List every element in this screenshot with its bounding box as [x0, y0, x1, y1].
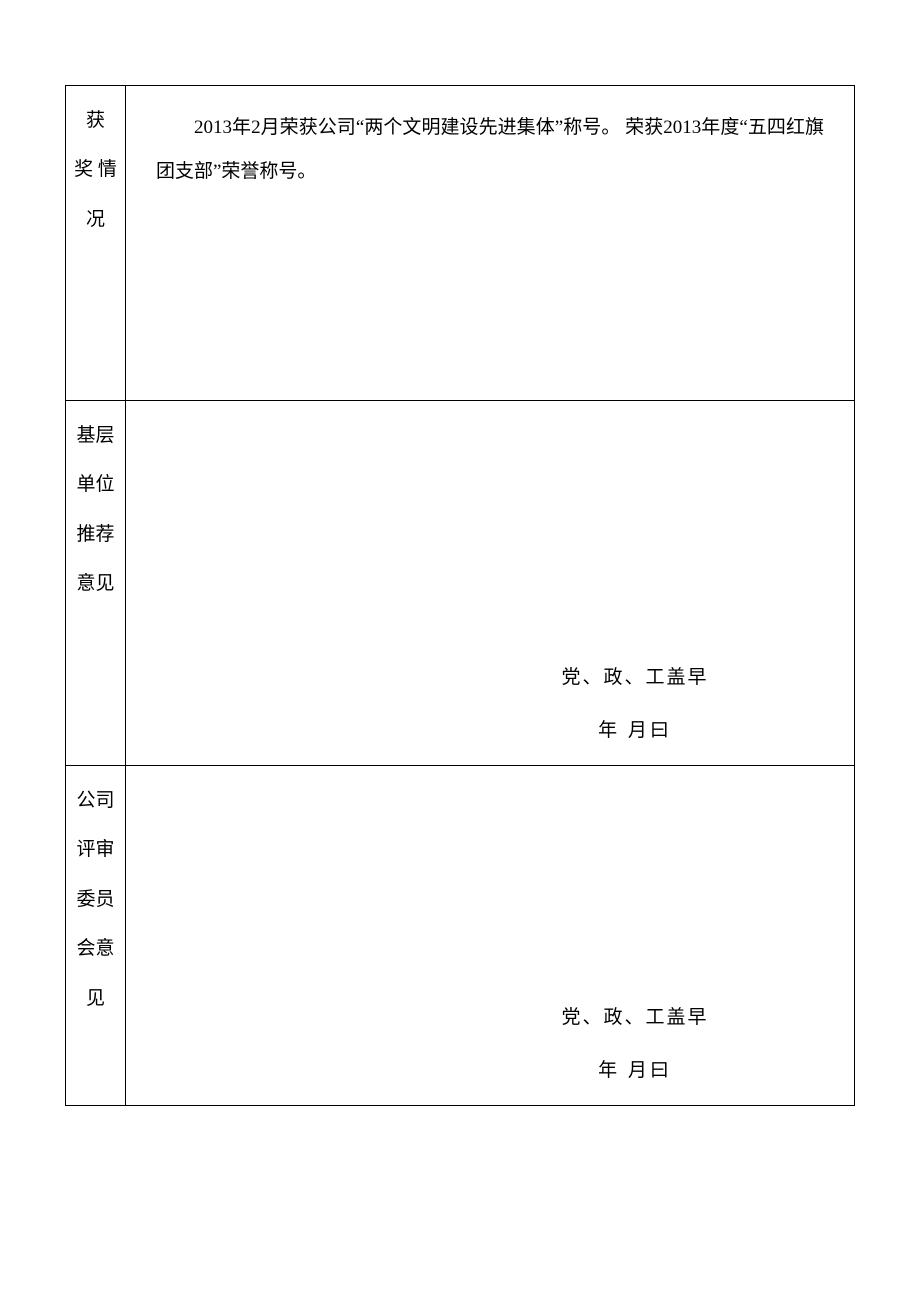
awards-row: 获奖 情况 2013年2月荣获公司“两个文明建设先进集体”称号。 荣获2013年…	[66, 86, 855, 401]
company-signature-block: 党、政、工盖早 年 月曰	[156, 991, 824, 1090]
unit-signature-line: 党、政、工盖早	[446, 651, 824, 704]
company-date-line: 年 月曰	[446, 1052, 824, 1090]
unit-date-line: 年 月曰	[446, 712, 824, 750]
approval-form-table: 获奖 情况 2013年2月荣获公司“两个文明建设先进集体”称号。 荣获2013年…	[65, 85, 855, 1106]
awards-label-cell: 获奖 情况	[66, 86, 126, 401]
company-review-label-cell: 公司评审委员会意见	[66, 766, 126, 1106]
company-signature-line: 党、政、工盖早	[446, 991, 824, 1044]
awards-text: 2013年2月荣获公司“两个文明建设先进集体”称号。 荣获2013年度“五四红旗…	[156, 106, 824, 193]
unit-recommendation-content-cell: 党、政、工盖早 年 月曰	[126, 401, 855, 766]
company-review-content-cell: 党、政、工盖早 年 月曰	[126, 766, 855, 1106]
unit-recommendation-label-cell: 基层单位推荐意见	[66, 401, 126, 766]
unit-recommendation-row: 基层单位推荐意见 党、政、工盖早 年 月曰	[66, 401, 855, 766]
awards-label: 获奖 情况	[74, 96, 117, 244]
company-review-row: 公司评审委员会意见 党、政、工盖早 年 月曰	[66, 766, 855, 1106]
unit-signature-block: 党、政、工盖早 年 月曰	[156, 651, 824, 750]
company-review-label: 公司评审委员会意见	[76, 776, 114, 1023]
awards-content-cell: 2013年2月荣获公司“两个文明建设先进集体”称号。 荣获2013年度“五四红旗…	[126, 86, 855, 401]
unit-recommendation-label: 基层单位推荐意见	[76, 411, 114, 609]
